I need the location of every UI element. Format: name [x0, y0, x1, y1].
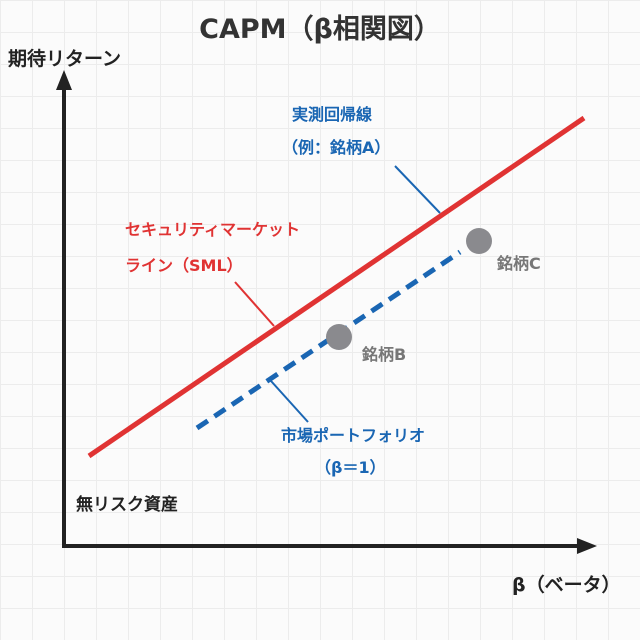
sml-leader-line	[234, 281, 275, 327]
market-portfolio-label-line1: 市場ポートフォリオ	[281, 426, 426, 445]
stock-c-point	[466, 228, 492, 254]
regression-label-line1: 実測回帰線	[292, 105, 373, 124]
market-portfolio-label-line2: （β＝1）	[315, 458, 386, 477]
x-axis-label: β（ベータ）	[512, 574, 621, 596]
y-axis-arrowhead	[56, 70, 72, 90]
stock-b-label: 銘柄B	[362, 345, 407, 364]
market-leader-line	[270, 380, 309, 423]
chart-title: CAPM（β相関図）	[199, 14, 441, 45]
sml-line	[87, 115, 586, 459]
regression-label-line2: （例：銘柄A）	[282, 138, 391, 157]
x-axis-arrowhead	[577, 538, 597, 554]
regression-leader-line	[394, 165, 441, 214]
stock-b-point	[326, 324, 352, 350]
sml-label-line2: ライン（SML）	[125, 256, 243, 275]
risk-free-asset-label: 無リスク資産	[76, 495, 178, 515]
stock-c-label: 銘柄C	[497, 254, 541, 273]
y-axis-label: 期待リターン	[8, 48, 122, 70]
sml-label-line1: セキュリティマーケット	[125, 220, 301, 239]
